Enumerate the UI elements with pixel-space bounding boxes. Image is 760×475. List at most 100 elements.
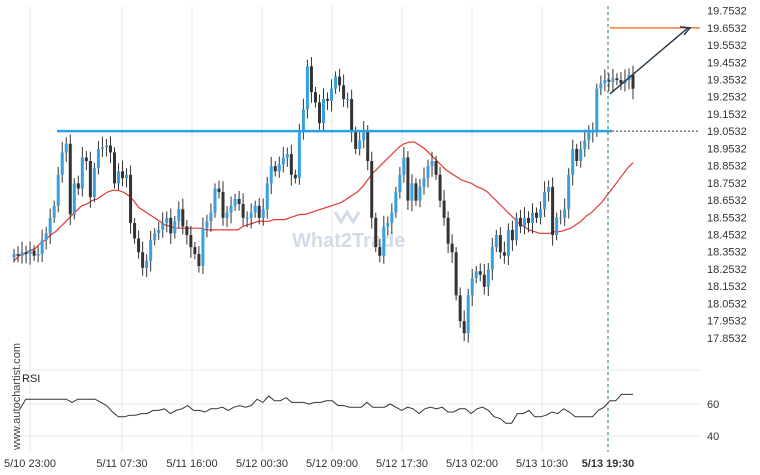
candle-body <box>567 174 571 210</box>
price-tick-label: 18.5532 <box>707 212 747 224</box>
candle-body <box>36 254 40 256</box>
candle-body <box>559 217 563 219</box>
candle-body <box>490 247 494 270</box>
candle-body <box>518 217 522 227</box>
candle-body <box>249 212 253 218</box>
candle-body <box>426 166 430 179</box>
price-tick-label: 19.6532 <box>707 23 747 35</box>
candle-body <box>72 183 76 215</box>
rsi-label: RSI <box>22 373 40 385</box>
candle-body <box>289 154 293 175</box>
candle-body <box>334 76 338 89</box>
candle-body <box>233 198 237 206</box>
candle-body <box>125 174 129 179</box>
candle-body <box>213 188 217 213</box>
candle-body <box>378 247 382 256</box>
candle-body <box>494 235 498 248</box>
candle-body <box>374 217 378 248</box>
candle-body <box>402 157 406 175</box>
candle-body <box>358 140 362 149</box>
candle-body <box>611 78 615 82</box>
price-tick-label: 19.2532 <box>707 92 747 104</box>
candle-body <box>370 161 374 218</box>
candle-body <box>619 80 623 84</box>
candle-body <box>631 74 635 89</box>
candle-body <box>145 260 149 268</box>
price-tick-label: 18.0532 <box>707 298 747 310</box>
candle-body <box>531 212 535 223</box>
candle-body <box>48 217 52 234</box>
grid <box>29 6 609 452</box>
candle-body <box>201 228 205 267</box>
candle-body <box>189 235 193 248</box>
price-tick-label: 19.7532 <box>707 6 747 18</box>
candle-body <box>133 223 137 239</box>
candle-body <box>615 78 619 81</box>
time-axis: 5/10 23:00 5/11 07:30 5/11 16:00 5/12 00:30… <box>4 458 634 470</box>
candle-body <box>88 161 92 198</box>
candle-body <box>434 161 438 175</box>
candle-body <box>394 192 398 213</box>
candle-body <box>502 252 506 256</box>
date-tick-label: 5/13 02:00 <box>446 458 498 470</box>
date-tick-label: 5/11 16:00 <box>166 458 217 470</box>
candle-body <box>603 80 607 84</box>
candle-body <box>486 269 490 287</box>
candle-body <box>482 274 486 287</box>
candle-body <box>177 209 181 222</box>
candle-body <box>430 161 434 167</box>
candle-body <box>470 278 474 296</box>
candle-body <box>362 131 366 141</box>
candle-body <box>599 83 603 89</box>
candle-body <box>522 217 526 227</box>
candle-body <box>326 99 330 101</box>
candle-body <box>44 233 48 241</box>
candle-body <box>478 271 482 275</box>
candle-body <box>526 217 530 223</box>
candle-body <box>575 148 579 161</box>
date-tick-label: 5/10 23:00 <box>4 458 56 470</box>
price-tick-label: 19.5532 <box>707 40 747 52</box>
candle-body <box>398 174 402 192</box>
candle-body <box>510 229 514 241</box>
price-tick-label: 19.4532 <box>707 57 747 69</box>
candle-body <box>583 140 587 149</box>
candle-body <box>141 252 145 268</box>
candle-body <box>28 250 32 254</box>
rsi-line <box>19 393 633 424</box>
candle-body <box>350 99 354 132</box>
candle-body <box>462 321 466 334</box>
candle-body <box>209 212 213 222</box>
candle-body <box>281 157 285 165</box>
date-tick-label: 5/11 07:30 <box>96 458 147 470</box>
candle-body <box>514 217 518 241</box>
candle-body <box>506 229 510 256</box>
rsi-panel: RSI 60 40 <box>10 369 719 443</box>
candle-body <box>237 198 241 205</box>
candle-body <box>165 217 169 223</box>
candle-body <box>197 254 201 267</box>
what2trade-logo: What2Trade <box>292 209 405 252</box>
price-tick-label: 19.3532 <box>707 75 747 87</box>
projection-arrow <box>609 27 689 95</box>
candle-body <box>253 205 257 213</box>
candle-body <box>498 235 502 253</box>
candle-body <box>108 145 112 153</box>
candle-body <box>217 188 221 192</box>
candle-body <box>16 254 20 256</box>
price-tick-label: 18.6532 <box>707 195 747 207</box>
candle-body <box>153 233 157 241</box>
candle-body <box>68 143 72 215</box>
candle-body <box>551 186 555 236</box>
candle-body <box>112 152 116 184</box>
candle-body <box>571 148 575 175</box>
candle-body <box>20 252 24 256</box>
candle-body <box>229 205 233 213</box>
candle-body <box>205 221 209 229</box>
candle-body <box>382 226 386 256</box>
candle-body <box>366 131 370 161</box>
candle-body <box>32 250 36 256</box>
candle-body <box>547 186 551 192</box>
candle-body <box>322 99 325 124</box>
logo-text: What2Trade <box>292 230 405 252</box>
